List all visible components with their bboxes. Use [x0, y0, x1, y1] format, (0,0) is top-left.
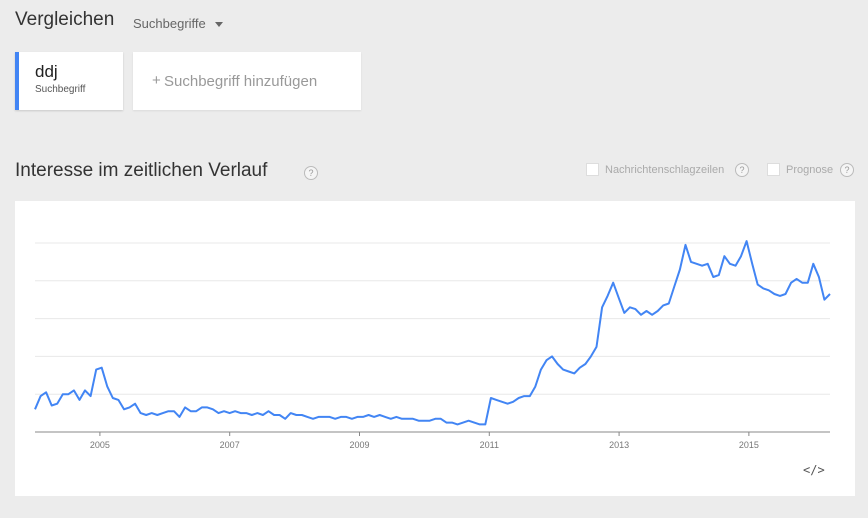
x-tick-label: 2007: [220, 440, 240, 450]
plus-icon: +: [152, 72, 161, 89]
forecast-label: Prognose: [786, 164, 834, 176]
search-term-type: Suchbegriff: [35, 84, 86, 95]
x-tick-label: 2009: [349, 440, 369, 450]
help-icon[interactable]: ?: [304, 166, 318, 180]
x-tick-label: 2005: [90, 440, 110, 450]
news-headlines-checkbox[interactable]: [586, 163, 599, 176]
news-headlines-label: Nachrichtenschlagzeilen: [605, 164, 725, 176]
embed-code-icon[interactable]: </>: [803, 463, 825, 477]
interest-over-time-title: Interesse im zeitlichen Verlauf: [15, 160, 268, 181]
news-help-icon[interactable]: ?: [735, 163, 749, 177]
search-term-card[interactable]: ddj Suchbegriff: [15, 52, 123, 110]
x-tick-label: 2015: [739, 440, 759, 450]
search-terms-dropdown[interactable]: Suchbegriffe: [133, 16, 224, 31]
chart-panel: 2005 2007 2009 2011 2013 2015 </>: [15, 201, 855, 496]
forecast-help-icon[interactable]: ?: [840, 163, 854, 177]
interest-line-chart: 2005 2007 2009 2011 2013 2015: [34, 240, 831, 450]
search-terms-dropdown-label: Suchbegriffe: [133, 16, 206, 31]
series-line[interactable]: [34, 240, 831, 426]
caret-down-icon: [215, 22, 224, 28]
x-tick-label: 2011: [480, 440, 499, 450]
add-search-term-button[interactable]: + Suchbegriff hinzufügen: [133, 52, 361, 110]
search-term-name: ddj: [35, 62, 58, 81]
forecast-checkbox[interactable]: [767, 163, 780, 176]
compare-title: Vergleichen: [15, 9, 115, 30]
add-search-term-label: Suchbegriff hinzufügen: [164, 73, 318, 90]
x-tick-label: 2013: [609, 440, 629, 450]
